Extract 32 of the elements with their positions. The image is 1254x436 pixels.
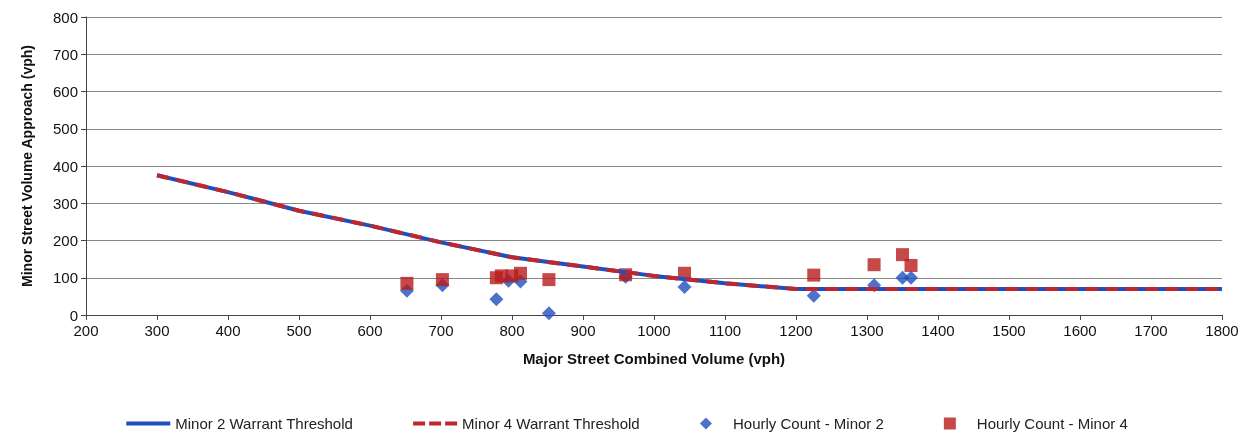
x-tick-label: 1100 [708,322,742,339]
y-tick-label: 300 [52,194,78,212]
legend-label: Minor 2 Warrant Threshold [175,415,353,432]
legend-label: Minor 4 Warrant Threshold [462,415,640,432]
x-tick-label: 200 [73,322,99,339]
x-tick-label: 900 [570,322,596,339]
y-tick-label: 500 [52,120,78,138]
y-tick-label: 100 [52,269,78,287]
legend-label: Hourly Count - Minor 4 [976,415,1128,432]
y-tick-label: 600 [52,83,78,100]
x-tick-label: 1000 [637,322,671,339]
x-tick-label: 600 [357,322,383,339]
x-tick-label: 1800 [1205,322,1239,339]
y-tick-label: 700 [52,45,78,63]
x-tick-label: 300 [144,322,170,339]
x-tick-label: 1300 [850,322,884,339]
x-tick-label: 1700 [1134,322,1168,339]
y-tick-label: 400 [52,157,78,175]
x-tick-label: 700 [428,322,454,339]
x-tick-label: 1200 [779,322,813,339]
x-tick-label: 800 [499,322,525,339]
y-tick-label: 800 [52,8,78,26]
x-tick-label: 1500 [992,322,1026,339]
x-tick-label: 1400 [921,322,955,339]
legend-label: Hourly Count - Minor 2 [732,415,884,432]
x-tick-label: 400 [215,322,241,339]
y-axis-title: Minor Street Volume Approach (vph) [19,45,35,287]
x-axis-title: Major Street Combined Volume (vph) [522,350,786,367]
x-tick-label: 1600 [1063,322,1097,339]
y-tick-label: 0 [69,306,78,324]
y-tick-label: 200 [52,232,78,249]
x-tick-label: 500 [286,322,312,339]
